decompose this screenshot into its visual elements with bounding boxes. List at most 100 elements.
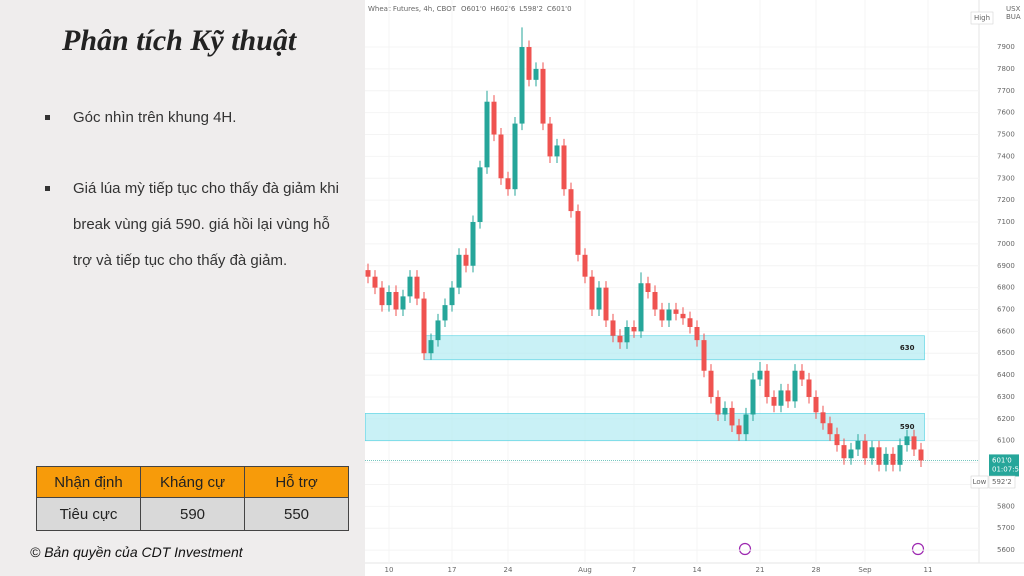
candle-body bbox=[379, 287, 385, 306]
candle-body bbox=[435, 320, 441, 341]
candle-body bbox=[624, 326, 630, 343]
candle-body bbox=[904, 436, 910, 446]
chart: Wheat Futures, 4h, CBOT USX BUA O601'0 H6… bbox=[365, 0, 1024, 576]
y-tick-label: 6300 bbox=[997, 393, 1015, 401]
candle-body bbox=[491, 101, 497, 135]
y-tick-label: 7500 bbox=[997, 131, 1015, 139]
event-icon[interactable] bbox=[738, 542, 752, 556]
cell: 550 bbox=[244, 497, 349, 531]
bullet: Góc nhìn trên khung 4H. bbox=[45, 100, 353, 136]
candle-body bbox=[421, 298, 427, 354]
table-row: Tiêu cực 590 550 bbox=[36, 497, 349, 531]
cell: 590 bbox=[140, 497, 245, 531]
candle-body bbox=[834, 434, 840, 446]
candle-body bbox=[694, 326, 700, 341]
unit: BUA bbox=[1006, 13, 1021, 21]
candle-body bbox=[645, 283, 651, 292]
candle-body bbox=[512, 123, 518, 190]
x-tick-label: 24 bbox=[504, 566, 513, 574]
zone-label: 590 bbox=[900, 423, 915, 431]
high-badge bbox=[970, 11, 994, 25]
candle-body bbox=[876, 447, 882, 465]
candle-body bbox=[533, 68, 539, 80]
x-tick-label: 10 bbox=[385, 566, 394, 574]
candle-body bbox=[743, 414, 749, 435]
candle-body bbox=[883, 453, 889, 465]
y-tick-label: 6200 bbox=[997, 415, 1015, 423]
y-tick-label: 5600 bbox=[997, 546, 1015, 554]
candle-body bbox=[687, 318, 693, 327]
zone bbox=[365, 413, 925, 442]
y-tick-label: 5700 bbox=[997, 524, 1015, 532]
candle-body bbox=[414, 276, 420, 299]
x-tick-label: 11 bbox=[924, 566, 933, 574]
candle-body bbox=[638, 283, 644, 332]
y-tick-label: 7900 bbox=[997, 43, 1015, 51]
candle-body bbox=[778, 390, 784, 406]
candle-body bbox=[673, 309, 679, 314]
slide-title: Phân tích Kỹ thuật bbox=[62, 24, 297, 57]
summary-table: Nhận định Kháng cự Hỗ trợ Tiêu cực 590 5… bbox=[36, 466, 349, 531]
candle-body bbox=[890, 453, 896, 465]
low-value: 592'2 bbox=[992, 478, 1012, 486]
y-tick-label: 7600 bbox=[997, 109, 1015, 117]
countdown: 01:07:58 bbox=[992, 465, 1023, 473]
text-panel: Phân tích Kỹ thuật Góc nhìn trên khung 4… bbox=[0, 0, 365, 576]
y-tick-label: 7200 bbox=[997, 196, 1015, 204]
bullet: Giá lúa mỳ tiếp tục cho thấy đà giảm khi… bbox=[45, 171, 353, 279]
candle-body bbox=[428, 340, 434, 354]
y-tick-label: 6700 bbox=[997, 305, 1015, 313]
y-tick-label: 6500 bbox=[997, 349, 1015, 357]
zone bbox=[423, 335, 925, 361]
candle-body bbox=[498, 134, 504, 179]
candle-body bbox=[897, 445, 903, 465]
candle-body bbox=[841, 445, 847, 459]
currency: USX bbox=[1006, 5, 1021, 13]
chart-title: Wheat Futures, 4h, CBOT bbox=[368, 5, 457, 13]
candle-body bbox=[505, 178, 511, 190]
candle-body bbox=[729, 407, 735, 426]
table-header: Nhận định Kháng cự Hỗ trợ bbox=[36, 466, 349, 498]
candle-body bbox=[855, 440, 861, 450]
candle-body bbox=[918, 449, 924, 461]
candle-body bbox=[652, 291, 658, 310]
candle-body bbox=[792, 370, 798, 402]
candle-body bbox=[407, 276, 413, 297]
zone-label: 630 bbox=[900, 344, 915, 352]
event-icon[interactable] bbox=[911, 542, 925, 556]
y-tick-label: 7800 bbox=[997, 65, 1015, 73]
candle-body bbox=[589, 276, 595, 310]
candle-body bbox=[540, 68, 546, 124]
high-label: High bbox=[974, 14, 990, 22]
x-tick-label: Sep bbox=[858, 566, 872, 574]
low-value-badge bbox=[988, 475, 1016, 489]
candle-body bbox=[582, 254, 588, 277]
x-tick-label: Aug bbox=[578, 566, 592, 574]
candle-body bbox=[386, 291, 392, 306]
candle-body bbox=[659, 309, 665, 321]
candle-body bbox=[764, 370, 770, 397]
header-cell: Hỗ trợ bbox=[244, 466, 349, 498]
candle-body bbox=[477, 167, 483, 223]
candle-body bbox=[827, 423, 833, 435]
candle-body bbox=[820, 412, 826, 424]
candle-body bbox=[365, 270, 371, 277]
candle-body bbox=[757, 370, 763, 380]
ohlc-value: C601'0 bbox=[547, 5, 572, 13]
ohlc-value: H602'6 bbox=[490, 5, 516, 13]
candle-body bbox=[463, 254, 469, 266]
y-tick-label: 7300 bbox=[997, 174, 1015, 182]
candle-body bbox=[708, 370, 714, 397]
candle-body bbox=[456, 254, 462, 288]
y-tick-label: 6900 bbox=[997, 262, 1015, 270]
candle-body bbox=[610, 320, 616, 336]
y-tick-label: 7000 bbox=[997, 240, 1015, 248]
candle-body bbox=[771, 396, 777, 406]
candle-body bbox=[372, 276, 378, 288]
candle-body bbox=[400, 296, 406, 310]
copyright: © Bản quyền của CDT Investment bbox=[30, 544, 243, 560]
candle-body bbox=[561, 145, 567, 190]
x-tick-label: 7 bbox=[632, 566, 636, 574]
candle-body bbox=[785, 390, 791, 402]
